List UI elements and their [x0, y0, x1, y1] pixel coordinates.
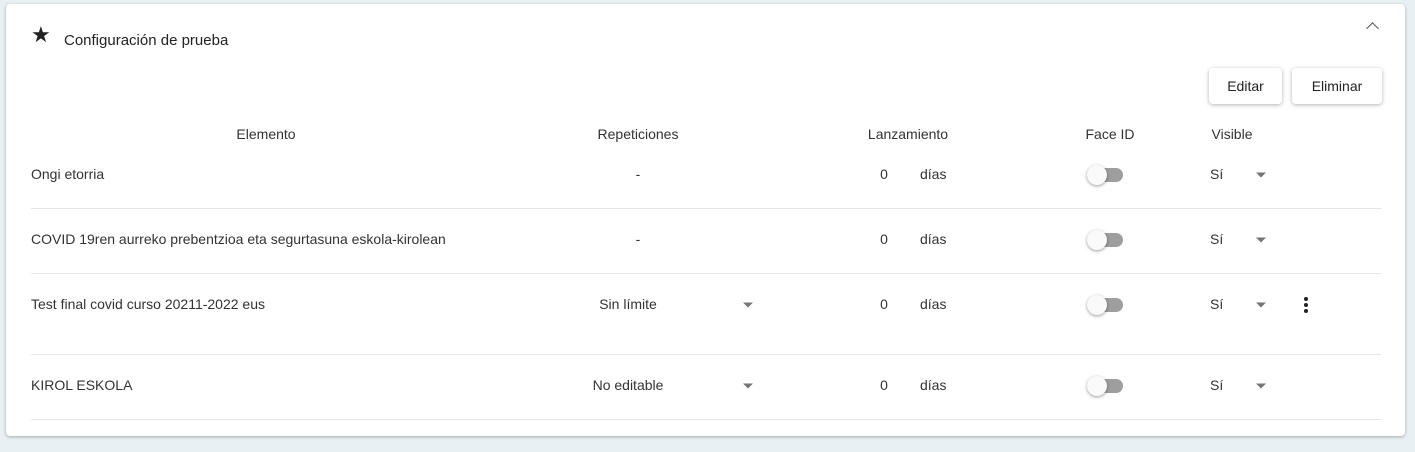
- element-name: Ongi etorria: [31, 166, 105, 182]
- launch-unit: días: [920, 231, 947, 247]
- column-header-face-id: Face ID: [1085, 126, 1135, 142]
- test-config-panel: ★ Configuración de prueba Editar Elimina…: [6, 4, 1405, 436]
- repetitions-value: -: [635, 166, 641, 182]
- column-header-launch: Lanzamiento: [867, 126, 949, 142]
- chevron-up-icon[interactable]: [1366, 22, 1379, 35]
- toggle-thumb: [1087, 295, 1107, 315]
- toggle-thumb: [1087, 165, 1107, 185]
- dropdown-arrow-icon[interactable]: [743, 302, 753, 308]
- repetitions-value: -: [635, 231, 641, 247]
- launch-unit: días: [920, 296, 947, 312]
- column-header-visible: Visible: [1211, 126, 1253, 142]
- repetitions-select[interactable]: No editable: [592, 377, 664, 393]
- launch-days-input[interactable]: 0: [880, 166, 888, 182]
- dropdown-arrow-icon[interactable]: [743, 383, 753, 389]
- dropdown-arrow-icon[interactable]: [1256, 302, 1266, 308]
- element-name: COVID 19ren aurreko prebentzioa eta segu…: [31, 231, 446, 247]
- visible-select[interactable]: Sí: [1210, 166, 1224, 182]
- face-id-toggle[interactable]: [1087, 295, 1123, 315]
- star-icon: ★: [31, 22, 51, 47]
- column-header-repetitions: Repeticiones: [597, 126, 679, 142]
- face-id-toggle[interactable]: [1087, 230, 1123, 250]
- delete-button[interactable]: Eliminar: [1292, 68, 1382, 104]
- visible-select[interactable]: Sí: [1210, 377, 1224, 393]
- toggle-thumb: [1087, 230, 1107, 250]
- row-divider: [31, 354, 1381, 355]
- dropdown-arrow-icon[interactable]: [1256, 383, 1266, 389]
- element-name: KIROL ESKOLA: [31, 377, 133, 393]
- row-divider: [31, 419, 1381, 420]
- panel-title: Configuración de prueba: [64, 32, 229, 49]
- launch-days-input[interactable]: 0: [880, 296, 888, 312]
- dropdown-arrow-icon[interactable]: [1256, 237, 1266, 243]
- column-header-element: Elemento: [236, 126, 296, 142]
- visible-select[interactable]: Sí: [1210, 231, 1224, 247]
- element-name: Test final covid curso 20211-2022 eus: [31, 296, 265, 312]
- row-divider: [31, 273, 1381, 274]
- face-id-toggle[interactable]: [1087, 376, 1123, 396]
- edit-button[interactable]: Editar: [1209, 68, 1282, 104]
- repetitions-select[interactable]: Sin límite: [599, 296, 657, 312]
- launch-unit: días: [920, 377, 947, 393]
- dropdown-arrow-icon[interactable]: [1256, 172, 1266, 178]
- visible-select[interactable]: Sí: [1210, 296, 1224, 312]
- row-divider: [31, 208, 1381, 209]
- face-id-toggle[interactable]: [1087, 165, 1123, 185]
- launch-unit: días: [920, 166, 947, 182]
- toggle-thumb: [1087, 376, 1107, 396]
- launch-days-input[interactable]: 0: [880, 377, 888, 393]
- more-options-icon[interactable]: [1304, 295, 1308, 315]
- launch-days-input[interactable]: 0: [880, 231, 888, 247]
